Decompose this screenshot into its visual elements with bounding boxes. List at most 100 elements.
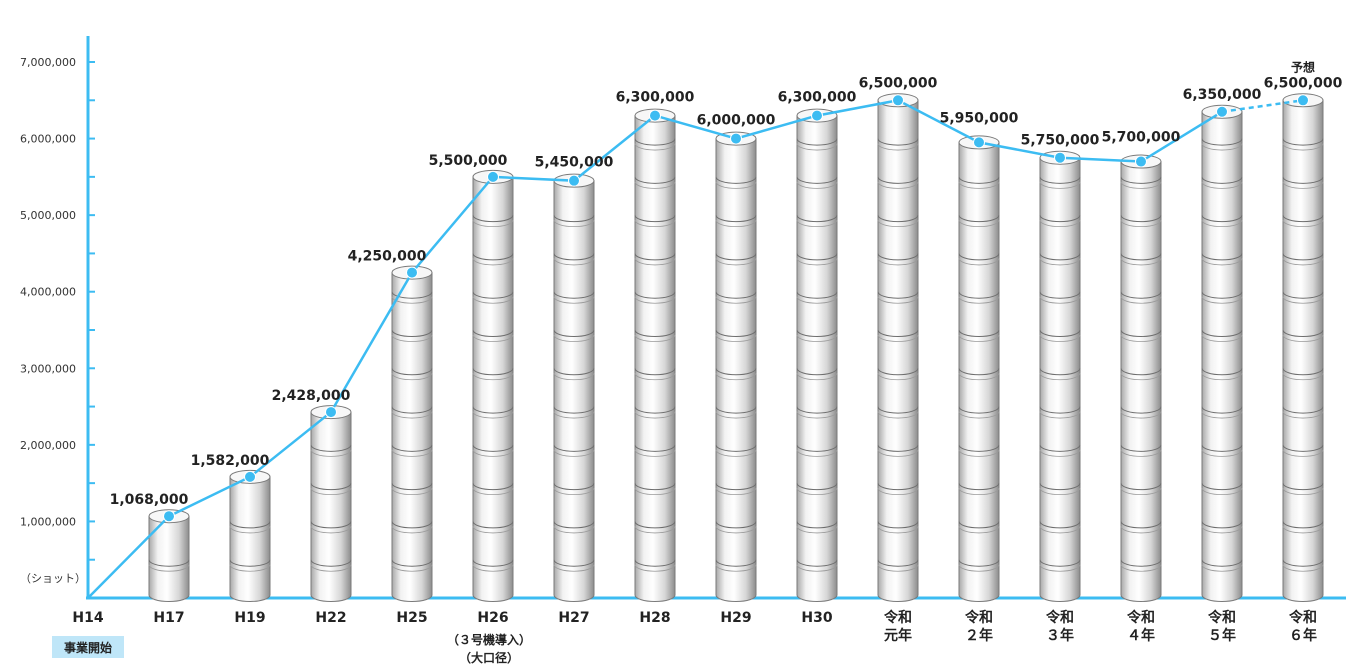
bar-ring [472,215,514,223]
bar-body [391,272,433,602]
data-label: 6,500,000 [859,75,938,91]
bar-ring [958,406,1000,414]
bar-ring [958,296,1000,304]
bar-ring [1282,253,1324,261]
bar-ring [715,253,757,261]
bar-ring [1120,258,1162,266]
bar-ring [1039,258,1081,266]
data-label: 5,500,000 [429,153,508,169]
bar-ring [472,559,514,567]
bar-ring [715,406,757,414]
bar-ring [1039,334,1081,342]
data-point [730,132,742,145]
bar-ring [796,329,838,337]
bar-ring [148,564,190,572]
bar-ring [715,373,757,381]
bar-ring [715,526,757,534]
x-tick-label: H25 [396,610,427,626]
x-tick-label: H14 [72,610,103,626]
bar-ring [958,564,1000,572]
bar-ring [634,181,676,189]
bar-ring [958,444,1000,452]
bar-ring [634,176,676,184]
bar-ring [1120,181,1162,189]
bar-ring [958,181,1000,189]
data-label: 5,450,000 [535,155,614,171]
bar-ring [1120,559,1162,567]
bar-ring [472,334,514,342]
bar-ring [391,444,433,452]
bar-ring [796,406,838,414]
bar-ring [715,444,757,452]
bar-ring [958,368,1000,376]
bar-ring [1120,411,1162,419]
bar-ring [1120,373,1162,381]
start-badge-bg [52,636,124,658]
bar-ring [1201,258,1243,266]
bar [229,469,271,602]
y-tick-label: 3,000,000 [20,362,76,375]
bar-ring [715,483,757,491]
bar-ring [877,215,919,223]
bar-ring [310,564,352,572]
bar-ring [1201,444,1243,452]
bar-ring [877,411,919,419]
bar-ring [796,488,838,496]
bar-ring [715,296,757,304]
bar-ring [1201,181,1243,189]
bar-ring [1039,220,1081,228]
data-label: 5,750,000 [1021,133,1100,149]
bar-ring [877,143,919,151]
bar-ring [1201,329,1243,337]
bar-ring [1039,444,1081,452]
bar-ring [1282,373,1324,381]
bar-ring [1282,483,1324,491]
data-point [811,109,823,122]
bar-ring [1120,368,1162,376]
bar-ring [472,483,514,491]
bar-ring [796,220,838,228]
bar-ring [310,521,352,529]
bar-ring [472,220,514,228]
bar-ring [472,368,514,376]
bar-ring [472,373,514,381]
bar-ring [958,373,1000,381]
bar-ring [1039,329,1081,337]
bar-ring [1201,334,1243,342]
bar-ring [1120,444,1162,452]
bar-ring [1120,488,1162,496]
bar-ring [796,559,838,567]
bar-ring [715,411,757,419]
line-layer [87,94,1309,599]
bar-ring [472,253,514,261]
data-label: 2,428,000 [272,388,351,404]
bar-ring [1282,406,1324,414]
bar [1201,104,1243,602]
bar [1282,93,1324,602]
bar-ring [1282,138,1324,146]
x-tick-label: H28 [639,610,670,626]
bar-ring [553,559,595,567]
bar-ring [796,181,838,189]
bar-ring [715,258,757,266]
x-tick-label: ２年 [965,627,993,644]
bar-ring [796,258,838,266]
bar-ring [310,559,352,567]
bar-ring [634,564,676,572]
bar-ring [553,564,595,572]
data-point [1054,151,1066,164]
bar-ring [634,444,676,452]
x-tick-label: 令和 [1288,609,1317,626]
bar-ring [715,329,757,337]
data-point [649,109,661,122]
bar-ring [1201,138,1243,146]
bar-ring [553,449,595,457]
data-label: 6,300,000 [616,90,695,106]
bar-ring [472,564,514,572]
bar-ring [1201,220,1243,228]
bar-ring [1120,215,1162,223]
bar-ring [1282,526,1324,534]
bar-ring [958,411,1000,419]
bar-ring [553,296,595,304]
bar-ring [1039,488,1081,496]
